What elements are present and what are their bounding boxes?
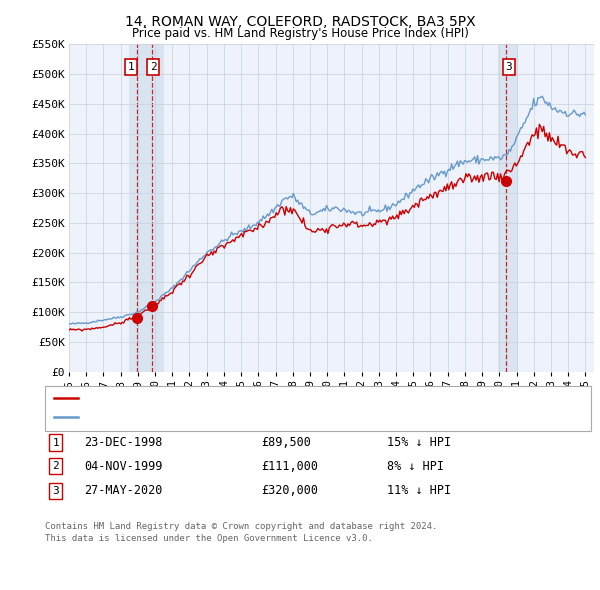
Bar xyxy=(497,44,518,372)
Text: HPI: Average price, detached house, Somerset: HPI: Average price, detached house, Some… xyxy=(84,412,359,422)
Bar xyxy=(129,44,149,372)
Text: 8% ↓ HPI: 8% ↓ HPI xyxy=(387,460,444,473)
Text: £320,000: £320,000 xyxy=(261,484,318,497)
Text: £111,000: £111,000 xyxy=(261,460,318,473)
Text: £89,500: £89,500 xyxy=(261,436,311,449)
Text: 3: 3 xyxy=(505,62,512,72)
Text: 15% ↓ HPI: 15% ↓ HPI xyxy=(387,436,451,449)
Text: 2: 2 xyxy=(150,62,157,72)
Text: This data is licensed under the Open Government Licence v3.0.: This data is licensed under the Open Gov… xyxy=(45,534,373,543)
Text: 3: 3 xyxy=(52,486,59,496)
Text: 14, ROMAN WAY, COLEFORD, RADSTOCK, BA3 5PX (detached house): 14, ROMAN WAY, COLEFORD, RADSTOCK, BA3 5… xyxy=(84,394,453,403)
Text: 2: 2 xyxy=(52,461,59,471)
Text: 23-DEC-1998: 23-DEC-1998 xyxy=(84,436,163,449)
Text: Contains HM Land Registry data © Crown copyright and database right 2024.: Contains HM Land Registry data © Crown c… xyxy=(45,522,437,531)
Text: 1: 1 xyxy=(52,438,59,447)
Text: 1: 1 xyxy=(128,62,134,72)
Text: 14, ROMAN WAY, COLEFORD, RADSTOCK, BA3 5PX: 14, ROMAN WAY, COLEFORD, RADSTOCK, BA3 5… xyxy=(125,15,475,29)
Bar xyxy=(144,44,164,372)
Text: 27-MAY-2020: 27-MAY-2020 xyxy=(84,484,163,497)
Text: Price paid vs. HM Land Registry's House Price Index (HPI): Price paid vs. HM Land Registry's House … xyxy=(131,27,469,40)
Text: 04-NOV-1999: 04-NOV-1999 xyxy=(84,460,163,473)
Text: 11% ↓ HPI: 11% ↓ HPI xyxy=(387,484,451,497)
